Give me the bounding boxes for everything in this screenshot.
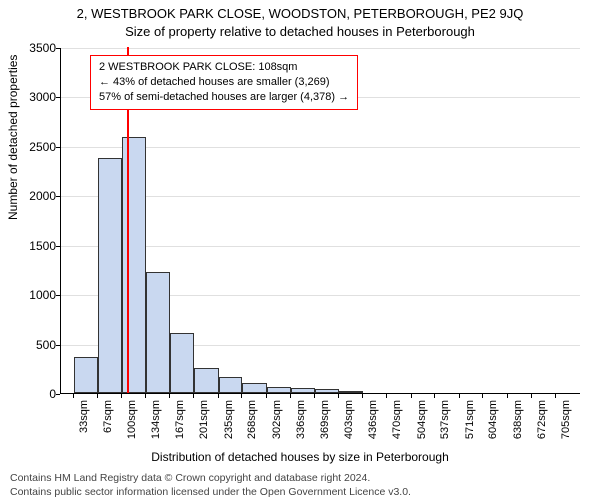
histogram-bar	[194, 368, 218, 393]
xtick-mark	[290, 394, 291, 398]
info-line-1: 2 WESTBROOK PARK CLOSE: 108sqm	[99, 60, 349, 75]
xtick-label: 672sqm	[536, 400, 548, 445]
xtick-mark	[314, 394, 315, 398]
xtick-mark	[266, 394, 267, 398]
xtick-mark	[193, 394, 194, 398]
histogram-bar	[74, 357, 98, 393]
xtick-mark	[362, 394, 363, 398]
xtick-label: 336sqm	[295, 400, 307, 445]
chart-title-sub: Size of property relative to detached ho…	[0, 24, 600, 39]
chart-title-main: 2, WESTBROOK PARK CLOSE, WOODSTON, PETER…	[0, 6, 600, 21]
xtick-label: 604sqm	[487, 400, 499, 445]
x-axis-label: Distribution of detached houses by size …	[0, 450, 600, 464]
xtick-label: 302sqm	[271, 400, 283, 445]
histogram-bar	[146, 272, 170, 393]
ytick-mark	[56, 196, 60, 197]
footer-line-2: Contains public sector information licen…	[10, 486, 411, 498]
ytick-mark	[56, 97, 60, 98]
histogram-bar	[339, 391, 363, 393]
xtick-label: 403sqm	[343, 400, 355, 445]
xtick-mark	[97, 394, 98, 398]
ytick-label: 2500	[6, 140, 56, 154]
xtick-label: 201sqm	[198, 400, 210, 445]
ytick-label: 3500	[6, 41, 56, 55]
xtick-mark	[482, 394, 483, 398]
histogram-bar	[267, 387, 291, 393]
xtick-label: 268sqm	[246, 400, 258, 445]
xtick-mark	[121, 394, 122, 398]
gridline	[61, 48, 580, 49]
histogram-bar	[98, 158, 122, 393]
ytick-label: 2000	[6, 189, 56, 203]
histogram-bar	[242, 383, 266, 393]
xtick-label: 33sqm	[78, 400, 90, 445]
xtick-label: 167sqm	[174, 400, 186, 445]
xtick-label: 504sqm	[416, 400, 428, 445]
ytick-label: 3000	[6, 90, 56, 104]
histogram-bar	[291, 388, 315, 393]
xtick-label: 470sqm	[391, 400, 403, 445]
xtick-mark	[531, 394, 532, 398]
xtick-label: 436sqm	[367, 400, 379, 445]
xtick-mark	[507, 394, 508, 398]
xtick-label: 134sqm	[150, 400, 162, 445]
xtick-mark	[145, 394, 146, 398]
ytick-mark	[56, 345, 60, 346]
xtick-label: 537sqm	[439, 400, 451, 445]
histogram-bar	[315, 389, 339, 393]
histogram-bar	[122, 137, 146, 393]
xtick-label: 235sqm	[223, 400, 235, 445]
histogram-bar	[170, 333, 194, 393]
ytick-mark	[56, 147, 60, 148]
footer-line-1: Contains HM Land Registry data © Crown c…	[10, 472, 370, 484]
xtick-mark	[434, 394, 435, 398]
ytick-mark	[56, 394, 60, 395]
xtick-label: 67sqm	[102, 400, 114, 445]
ytick-mark	[56, 48, 60, 49]
xtick-label: 705sqm	[560, 400, 572, 445]
xtick-mark	[169, 394, 170, 398]
ytick-label: 1500	[6, 239, 56, 253]
ytick-mark	[56, 246, 60, 247]
xtick-mark	[338, 394, 339, 398]
ytick-label: 500	[6, 338, 56, 352]
xtick-mark	[459, 394, 460, 398]
xtick-mark	[73, 394, 74, 398]
info-line-3: 57% of semi-detached houses are larger (…	[99, 90, 349, 105]
xtick-mark	[555, 394, 556, 398]
xtick-mark	[218, 394, 219, 398]
xtick-mark	[386, 394, 387, 398]
info-line-2: ← 43% of detached houses are smaller (3,…	[99, 75, 349, 90]
ytick-mark	[56, 295, 60, 296]
histogram-bar	[219, 377, 243, 393]
xtick-label: 369sqm	[319, 400, 331, 445]
info-annotation-box: 2 WESTBROOK PARK CLOSE: 108sqm ← 43% of …	[90, 55, 358, 110]
ytick-label: 0	[6, 387, 56, 401]
xtick-label: 100sqm	[126, 400, 138, 445]
xtick-mark	[411, 394, 412, 398]
ytick-label: 1000	[6, 288, 56, 302]
xtick-mark	[241, 394, 242, 398]
xtick-label: 571sqm	[464, 400, 476, 445]
xtick-label: 638sqm	[512, 400, 524, 445]
